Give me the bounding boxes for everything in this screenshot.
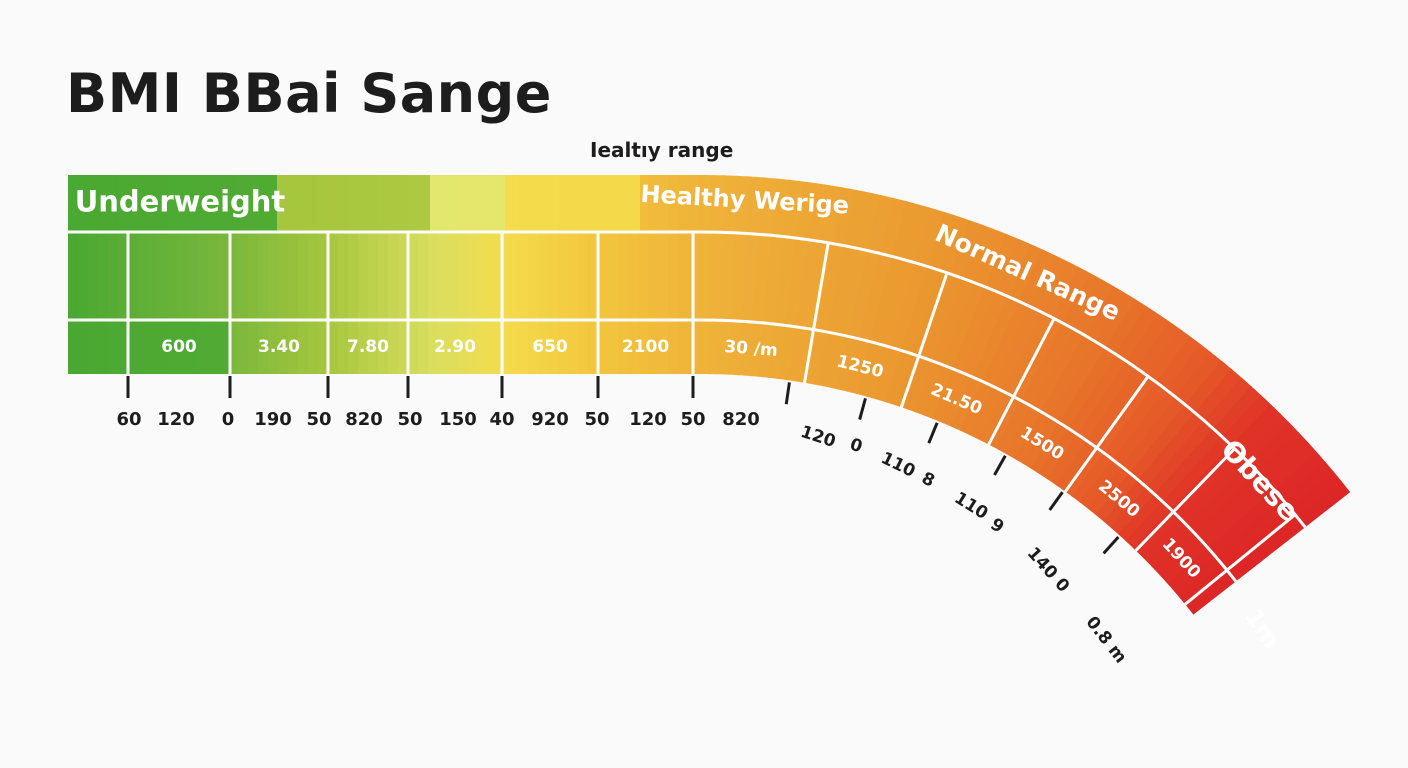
scale-label: 50: [397, 409, 422, 430]
scale-label: 60: [116, 409, 141, 430]
scale-label: 820: [722, 409, 760, 430]
band-label-1m: 1m: [1239, 603, 1285, 653]
scale-label: 0: [222, 409, 235, 430]
curve-scale-label: 0: [847, 435, 865, 458]
value-label: 7.80: [347, 337, 389, 357]
scale-tick: [927, 422, 939, 444]
chart-subtitle: Iealtıy range: [590, 138, 734, 162]
curve-scale-label: 110: [951, 488, 992, 524]
grid-column-divider: [899, 272, 949, 408]
scale-label: 120: [157, 409, 195, 430]
band-header-segment: [505, 175, 640, 232]
scale-label: 150: [439, 409, 477, 430]
band-cell-dark: [68, 320, 230, 374]
grid-column-divider: [987, 317, 1056, 446]
band-header-segment: [277, 175, 430, 232]
band-label-underweight: Underweight: [75, 185, 286, 219]
value-label: 3.40: [258, 337, 300, 357]
curve-scale-label: 140 0: [1023, 544, 1074, 597]
grid-row-line-lower: [68, 318, 1238, 583]
scale-label: 190: [254, 409, 292, 430]
value-label: 2100: [622, 337, 669, 357]
scale-label: 40: [489, 409, 514, 430]
grid-column-divider: [803, 242, 830, 384]
scale-label: 120: [629, 409, 667, 430]
grid-column-divider: [1184, 513, 1297, 606]
value-label: 30 /m: [724, 337, 779, 361]
scale-tick: [1048, 491, 1064, 511]
grid-row-line-upper: [68, 230, 1307, 529]
curve-scale-label: 0.8 m: [1082, 613, 1131, 668]
curve-scale-label: 9: [987, 514, 1008, 537]
scale-label: 50: [584, 409, 609, 430]
band-header-segment: [68, 175, 277, 232]
scale-label: 50: [680, 409, 705, 430]
scale-label: 50: [306, 409, 331, 430]
curve-scale-label: 120: [798, 422, 838, 452]
value-label: 600: [161, 337, 197, 357]
band-header-segment: [430, 175, 505, 232]
value-label: 2.90: [434, 337, 476, 357]
scale-label: 920: [531, 409, 569, 430]
scale-tick: [993, 455, 1007, 476]
scale-label: 820: [345, 409, 383, 430]
value-label: 650: [532, 337, 568, 357]
scale-tick: [1102, 536, 1120, 555]
scale-tick: [784, 382, 791, 405]
scale-tick: [858, 397, 867, 420]
curve-scale-label: 110: [878, 448, 919, 482]
grid-column-divider: [1134, 447, 1236, 552]
chart-title: BMI BBai Sange: [66, 62, 552, 125]
grid-column-divider: [1064, 375, 1150, 493]
curve-scale-label: 8: [918, 468, 937, 491]
